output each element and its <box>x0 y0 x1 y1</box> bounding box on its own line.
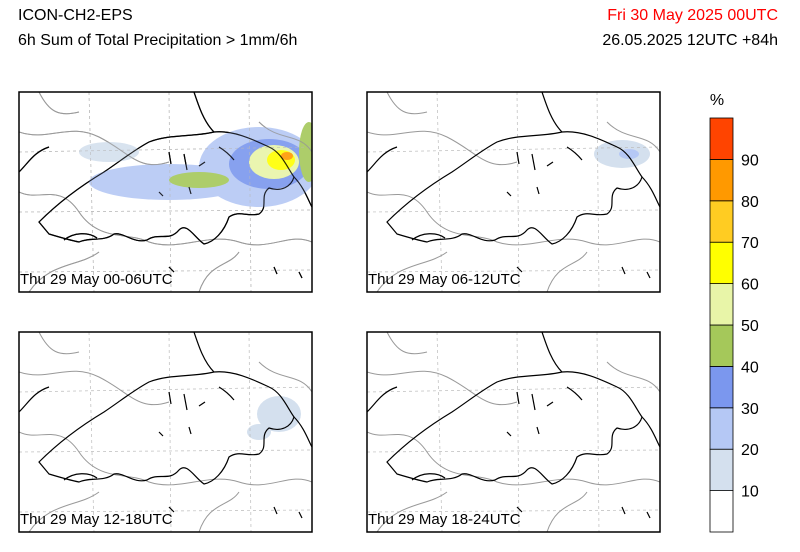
colorbar-label: 90 <box>741 152 759 169</box>
colorbar-label: 50 <box>741 318 759 335</box>
colorbar-label: 10 <box>741 484 759 501</box>
colorbar-segment <box>709 117 734 160</box>
colorbar-label: 60 <box>741 277 759 294</box>
colorbar-label: 70 <box>741 235 759 252</box>
colorbar-segment <box>709 283 734 326</box>
colorbar-segment <box>709 365 734 409</box>
colorbar-label: 80 <box>741 194 759 211</box>
valid-time: Fri 30 May 2025 00UTC <box>607 7 778 24</box>
map-panel: Thu 29 May 06-12UTC <box>366 91 661 293</box>
colorbar-segment <box>709 407 734 450</box>
map-panel: Thu 29 May 12-18UTC <box>18 331 313 533</box>
panel-label: Thu 29 May 18-24UTC <box>368 511 521 528</box>
subtitle: 6h Sum of Total Precipitation > 1mm/6h <box>18 32 297 49</box>
colorbar-segment <box>709 448 734 492</box>
map-panel: Thu 29 May 00-06UTC <box>18 91 313 293</box>
colorbar-unit: % <box>710 92 724 109</box>
colorbar-label: 30 <box>741 401 759 418</box>
run-info: 26.05.2025 12UTC +84h <box>602 32 778 49</box>
panel-label: Thu 29 May 06-12UTC <box>368 271 521 288</box>
colorbar-segment <box>709 490 734 533</box>
title: ICON-CH2-EPS <box>18 7 133 24</box>
colorbar: 10 20 30 40 50 60 70 80 90 <box>709 117 759 533</box>
colorbar-segment <box>709 324 734 367</box>
colorbar-label: 40 <box>741 359 759 376</box>
colorbar-segment <box>709 200 734 243</box>
colorbar-segment <box>709 241 734 284</box>
colorbar-segment <box>709 158 734 202</box>
panel-label: Thu 29 May 12-18UTC <box>20 511 173 528</box>
panel-label: Thu 29 May 00-06UTC <box>20 271 173 288</box>
colorbar-label: 20 <box>741 442 759 459</box>
map-panel: Thu 29 May 18-24UTC <box>366 331 661 533</box>
